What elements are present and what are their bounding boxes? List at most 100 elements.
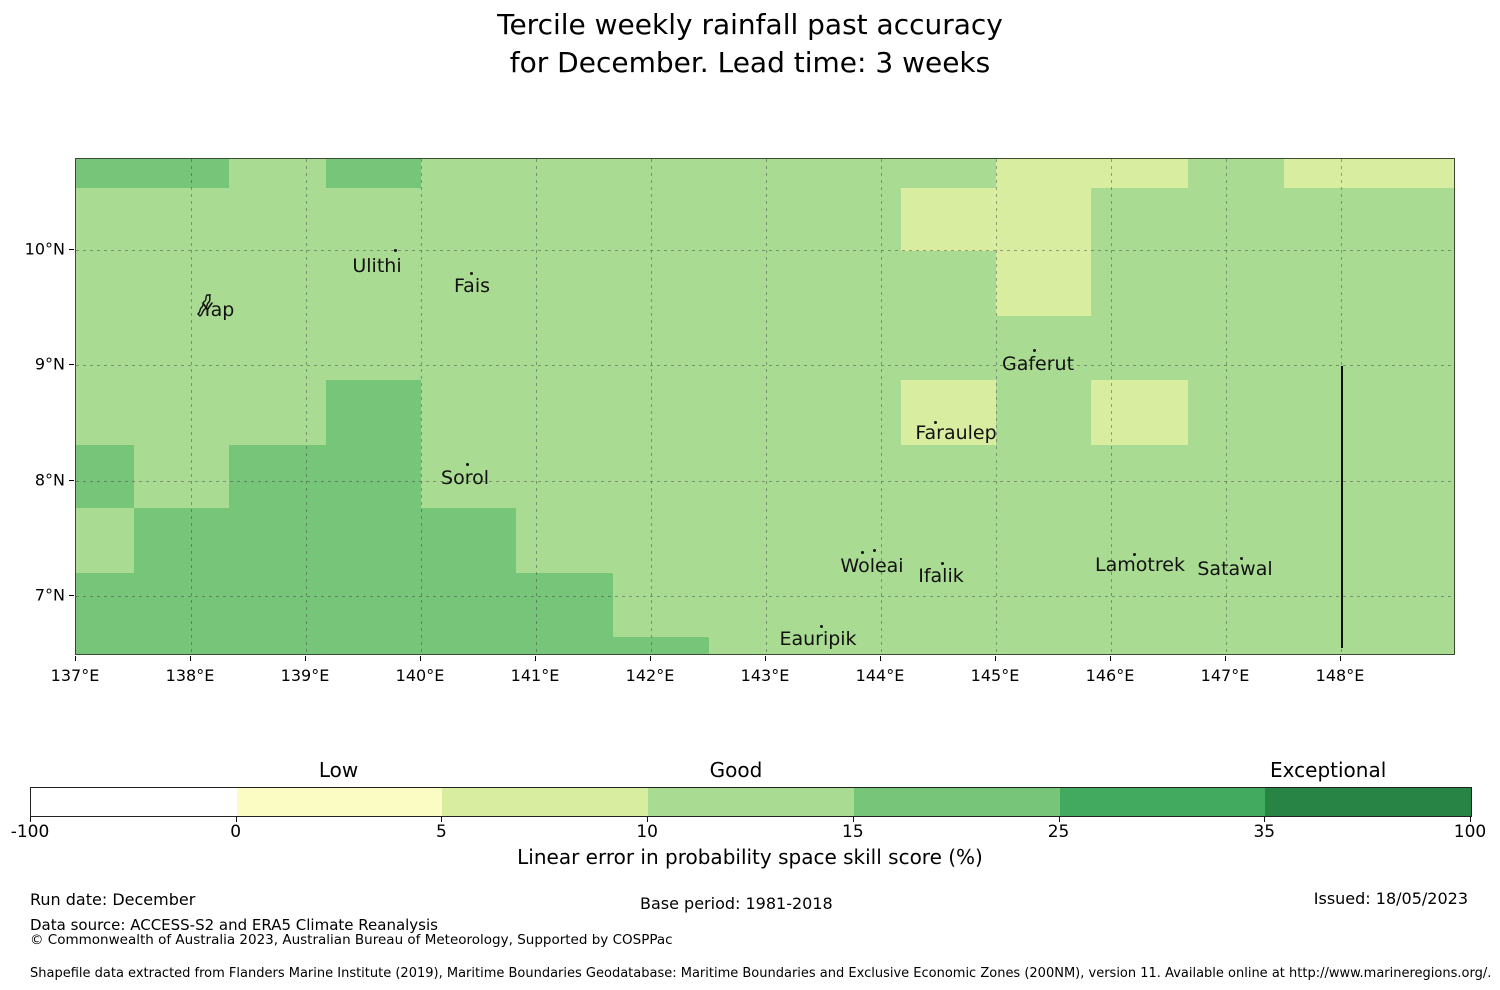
chart-title: Tercile weekly rainfall past accuracy fo…: [0, 6, 1500, 82]
x-tick-label: 140°E: [395, 666, 445, 685]
lon-gridline: [1226, 159, 1227, 654]
eez-boundary-line: [1341, 366, 1344, 648]
grid-cell: [1283, 159, 1454, 188]
y-tick-label: 7°N: [34, 585, 65, 605]
lon-gridline: [766, 159, 767, 654]
lat-gridline: [76, 480, 1454, 482]
colorbar-tick-mark: [1264, 817, 1266, 822]
lon-gridline: [306, 159, 307, 654]
y-tick-label: 8°N: [34, 470, 65, 490]
grid-cell: [325, 159, 421, 188]
y-tick-mark: [69, 594, 74, 596]
colorbar-tick-label: 100: [1453, 822, 1487, 842]
colorbar-tick-mark: [1470, 817, 1471, 822]
colorbar-axis-label: Linear error in probability space skill …: [517, 845, 983, 869]
island-marker-dot: [820, 625, 823, 628]
colorbar-segment: [1059, 788, 1266, 816]
lat-gridline: [76, 365, 1454, 367]
island-label: Yap: [201, 299, 235, 321]
colorbar-tick-label: 15: [842, 822, 864, 842]
colorbar-tick-mark: [30, 817, 31, 822]
lon-gridline: [651, 159, 652, 654]
lon-gridline: [1111, 159, 1112, 654]
grid-cell: [1091, 380, 1189, 445]
lat-gridline: [76, 595, 1454, 597]
island-marker-dot: [934, 421, 937, 424]
x-tick-label: 137°E: [50, 666, 100, 685]
island-marker-dot: [1240, 557, 1243, 560]
island-marker-dot: [466, 463, 469, 466]
island-label: Faraulep: [915, 422, 997, 444]
island-label: Ifalik: [918, 565, 964, 587]
grid-cell: [133, 508, 517, 573]
lon-gridline: [996, 159, 997, 654]
colorbar-segment: [236, 788, 443, 816]
footer-copyright: © Commonwealth of Australia 2023, Austra…: [30, 932, 673, 948]
island-label: Gaferut: [1001, 353, 1075, 375]
footer-shapefile-note: Shapefile data extracted from Flanders M…: [30, 966, 1492, 981]
yap-island-icon: [195, 293, 215, 319]
x-tick-mark: [75, 656, 76, 661]
x-tick-label: 142°E: [625, 666, 675, 685]
grid-cell: [76, 444, 134, 509]
x-tick-mark: [190, 656, 191, 661]
colorbar-segment: [31, 788, 237, 816]
x-tick-label: 141°E: [510, 666, 560, 685]
x-tick-mark: [535, 656, 536, 661]
colorbar: [30, 787, 1472, 817]
colorbar-tick-mark: [235, 817, 237, 822]
grid-cell: [76, 159, 229, 188]
colorbar-category-label: Exceptional: [1270, 758, 1387, 782]
x-tick-mark: [305, 656, 306, 661]
x-tick-mark: [420, 656, 421, 661]
island-marker-dot: [394, 249, 397, 252]
chart-title-line1: Tercile weekly rainfall past accuracy: [497, 8, 1003, 41]
island-marker-dot: [861, 551, 864, 554]
lat-gridline: [76, 250, 1454, 251]
y-tick-mark: [69, 479, 74, 481]
colorbar-tick-label: 0: [230, 822, 242, 842]
x-tick-label: 147°E: [1200, 666, 1250, 685]
colorbar-tick-label: 25: [1047, 822, 1070, 842]
colorbar-segment: [853, 788, 1060, 816]
colorbar-tick-label: 10: [636, 822, 658, 842]
colorbar-segment: [1265, 788, 1472, 816]
y-tick-mark: [69, 364, 74, 366]
colorbar-category-label: Low: [318, 758, 359, 782]
x-tick-label: 138°E: [165, 666, 215, 685]
y-tick-label: 9°N: [34, 354, 65, 374]
grid-cell: [900, 380, 996, 445]
x-tick-label: 139°E: [280, 666, 330, 685]
grid-cell: [76, 637, 709, 654]
x-tick-label: 146°E: [1085, 666, 1135, 685]
island-label: Lamotrek: [1095, 554, 1185, 576]
x-tick-label: 148°E: [1315, 666, 1365, 685]
footer-issued: Issued: 18/05/2023: [1313, 889, 1468, 908]
grid-cell: [996, 251, 1092, 316]
island-marker-dot: [470, 272, 473, 275]
island-label: Woleai: [840, 555, 904, 577]
x-tick-mark: [995, 656, 996, 661]
island-marker-dot: [1133, 553, 1136, 556]
colorbar-tick-label: -100: [10, 822, 50, 842]
colorbar-tick-label: 35: [1253, 822, 1276, 842]
footer-data-source: Data source: ACCESS-S2 and ERA5 Climate …: [30, 916, 438, 934]
island-marker-dot: [873, 549, 876, 552]
lon-gridline: [191, 159, 192, 654]
island-label: Ulithi: [352, 255, 402, 277]
x-tick-label: 143°E: [740, 666, 790, 685]
x-tick-mark: [880, 656, 881, 661]
colorbar-category-label: Good: [709, 758, 763, 782]
grid-cell: [228, 444, 421, 509]
footer-run-date: Run date: December: [30, 890, 196, 909]
island-label: Eauripik: [779, 628, 857, 650]
colorbar-tick-label: 5: [436, 822, 447, 842]
footer-base-period: Base period: 1981-2018: [640, 894, 833, 913]
y-tick-label: 10°N: [24, 239, 65, 259]
map-plot: Yap Ulithi Fais Gaferut Faraulep Sorol Woleai I…: [75, 158, 1455, 655]
chart-title-line2: for December. Lead time: 3 weeks: [509, 46, 991, 79]
x-tick-mark: [765, 656, 766, 661]
colorbar-tick-mark: [647, 817, 649, 822]
grid-cell: [76, 572, 614, 638]
